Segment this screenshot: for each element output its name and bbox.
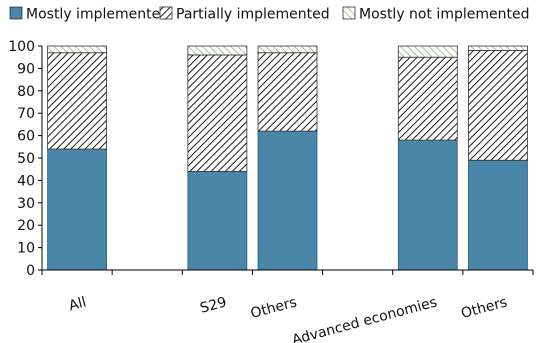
legend-swatch xyxy=(342,6,356,20)
bar-stack xyxy=(468,45,528,271)
bar-stack xyxy=(397,45,458,271)
y-tick-label: 10 xyxy=(17,241,35,257)
y-tick-label: 50 xyxy=(17,151,35,167)
y-tick-label: 30 xyxy=(17,196,35,212)
bar-segment xyxy=(397,45,458,58)
legend-item: Mostly not implemented xyxy=(342,6,529,23)
bar-segment xyxy=(187,45,248,56)
y-tick-label: 0 xyxy=(26,263,35,279)
x-category-label: All xyxy=(67,294,88,314)
y-tick-label: 80 xyxy=(17,84,35,100)
y-tick-label: 70 xyxy=(17,106,35,122)
y-axis: 0 10 20 30 40 50 60 70 80 90 100 xyxy=(8,39,43,279)
bar-segment xyxy=(468,45,528,51)
bar-segment xyxy=(397,56,458,141)
bar-segment xyxy=(47,45,107,54)
bar-segment xyxy=(257,130,318,271)
x-category-label: Others xyxy=(249,294,299,322)
bars xyxy=(47,45,528,271)
bar-segment xyxy=(257,45,318,54)
bar-segment xyxy=(468,159,528,271)
x-category-label: S29 xyxy=(198,294,228,316)
bar-segment xyxy=(257,52,318,132)
bar-stack xyxy=(187,45,248,271)
legend-item: Partially implemented xyxy=(159,6,330,23)
bar-segment xyxy=(47,52,107,150)
bar-stack xyxy=(47,45,107,271)
x-category-label: Others xyxy=(459,294,509,322)
legend-item: Mostly implemented xyxy=(9,6,169,23)
bar-segment xyxy=(468,50,528,161)
bar-stack xyxy=(257,45,318,271)
legend-label: Mostly not implemented xyxy=(359,7,529,23)
bar-segment xyxy=(47,148,107,271)
bar-segment xyxy=(397,139,458,271)
y-tick-label: 90 xyxy=(17,61,35,77)
y-tick-label: 40 xyxy=(17,173,35,189)
y-tick-label: 100 xyxy=(8,39,35,55)
y-tick-label: 60 xyxy=(17,129,35,145)
legend-swatch xyxy=(9,6,23,20)
legend-label: Mostly implemented xyxy=(26,7,169,23)
x-category-label: Advanced economies xyxy=(290,294,438,343)
bar-segment xyxy=(187,171,248,271)
y-tick-label: 20 xyxy=(17,218,35,234)
legend-label: Partially implemented xyxy=(176,7,330,23)
bar-segment xyxy=(187,54,248,172)
legend-swatch xyxy=(159,6,173,20)
legend: Mostly implemented Partially implemented M… xyxy=(9,6,529,23)
